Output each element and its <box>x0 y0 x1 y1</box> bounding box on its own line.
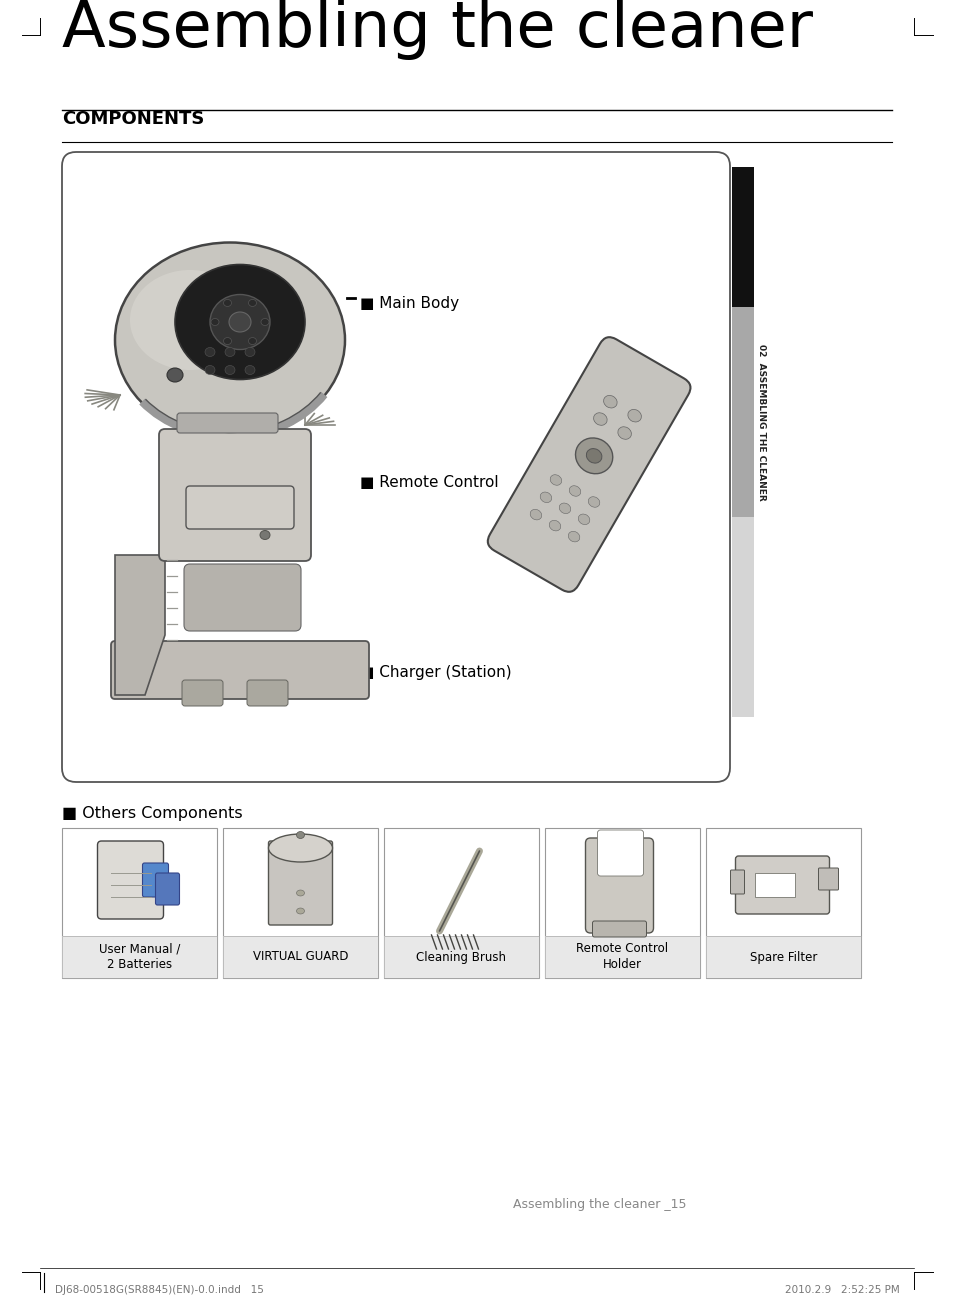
Ellipse shape <box>167 369 183 382</box>
Text: Assembling the cleaner _15: Assembling the cleaner _15 <box>513 1199 686 1212</box>
FancyBboxPatch shape <box>186 486 294 529</box>
Ellipse shape <box>130 271 250 370</box>
Text: COMPONENTS: COMPONENTS <box>62 110 204 128</box>
Ellipse shape <box>618 427 631 439</box>
FancyBboxPatch shape <box>730 870 743 894</box>
Bar <box>731 307 753 518</box>
Text: ■ Main Body: ■ Main Body <box>359 295 458 311</box>
Ellipse shape <box>568 532 579 542</box>
FancyBboxPatch shape <box>184 565 301 631</box>
Ellipse shape <box>569 486 580 497</box>
FancyBboxPatch shape <box>597 830 643 876</box>
Ellipse shape <box>245 366 254 375</box>
Ellipse shape <box>550 474 561 485</box>
FancyBboxPatch shape <box>182 680 223 706</box>
Bar <box>62 936 216 978</box>
Text: VIRTUAL GUARD: VIRTUAL GUARD <box>253 950 348 963</box>
Ellipse shape <box>225 366 234 375</box>
Ellipse shape <box>268 834 333 863</box>
Bar <box>544 829 700 978</box>
FancyBboxPatch shape <box>97 840 163 919</box>
Text: Spare Filter: Spare Filter <box>749 950 817 963</box>
FancyBboxPatch shape <box>111 640 369 699</box>
Ellipse shape <box>229 312 251 332</box>
Ellipse shape <box>539 491 551 503</box>
Ellipse shape <box>549 520 560 531</box>
Bar <box>62 829 216 978</box>
Ellipse shape <box>603 396 617 408</box>
Ellipse shape <box>578 514 589 524</box>
Ellipse shape <box>245 348 254 357</box>
FancyBboxPatch shape <box>585 838 653 933</box>
Ellipse shape <box>260 531 270 540</box>
Bar <box>705 936 861 978</box>
Bar <box>731 518 753 718</box>
FancyBboxPatch shape <box>818 868 838 890</box>
Polygon shape <box>115 555 165 695</box>
FancyBboxPatch shape <box>487 337 690 592</box>
Ellipse shape <box>115 243 345 438</box>
FancyBboxPatch shape <box>268 840 333 925</box>
Text: Remote Control
Holder: Remote Control Holder <box>576 942 668 971</box>
Text: User Manual /
2 Batteries: User Manual / 2 Batteries <box>99 942 180 971</box>
Ellipse shape <box>296 908 304 914</box>
Ellipse shape <box>205 366 214 375</box>
Ellipse shape <box>627 409 640 422</box>
Text: 2010.2.9   2:52:25 PM: 2010.2.9 2:52:25 PM <box>784 1285 899 1295</box>
Ellipse shape <box>248 299 256 306</box>
Ellipse shape <box>530 510 541 520</box>
FancyBboxPatch shape <box>247 680 288 706</box>
Ellipse shape <box>593 413 606 425</box>
FancyBboxPatch shape <box>142 863 169 897</box>
FancyBboxPatch shape <box>155 873 179 904</box>
FancyBboxPatch shape <box>62 152 729 782</box>
Ellipse shape <box>223 337 232 345</box>
Text: DJ68-00518G(SR8845)(EN)-0.0.indd   15: DJ68-00518G(SR8845)(EN)-0.0.indd 15 <box>55 1285 264 1295</box>
FancyBboxPatch shape <box>735 856 828 914</box>
Bar <box>705 829 861 978</box>
FancyBboxPatch shape <box>755 873 795 897</box>
Bar <box>223 936 377 978</box>
Text: ■ Others Components: ■ Others Components <box>62 806 242 821</box>
Ellipse shape <box>174 264 305 379</box>
Ellipse shape <box>205 348 214 357</box>
FancyBboxPatch shape <box>177 413 277 433</box>
FancyBboxPatch shape <box>159 429 311 561</box>
Bar <box>731 167 753 307</box>
Bar <box>223 829 377 978</box>
Text: ■ Remote Control: ■ Remote Control <box>359 474 498 490</box>
Ellipse shape <box>586 448 601 463</box>
Bar <box>384 936 538 978</box>
Bar <box>384 829 538 978</box>
Ellipse shape <box>558 503 570 514</box>
Text: Assembling the cleaner: Assembling the cleaner <box>62 0 812 60</box>
Text: ■ Charger (Station): ■ Charger (Station) <box>359 665 511 680</box>
Text: 02  ASSEMBLING THE CLEANER: 02 ASSEMBLING THE CLEANER <box>757 344 765 501</box>
Bar <box>544 936 700 978</box>
Ellipse shape <box>225 348 234 357</box>
Ellipse shape <box>588 497 599 507</box>
Text: Cleaning Brush: Cleaning Brush <box>416 950 506 963</box>
Ellipse shape <box>261 319 269 325</box>
Ellipse shape <box>248 337 256 345</box>
Ellipse shape <box>296 890 304 897</box>
Ellipse shape <box>211 319 219 325</box>
Ellipse shape <box>210 294 270 349</box>
Ellipse shape <box>223 299 232 306</box>
FancyBboxPatch shape <box>592 921 646 937</box>
Ellipse shape <box>296 831 304 839</box>
Ellipse shape <box>575 438 612 473</box>
